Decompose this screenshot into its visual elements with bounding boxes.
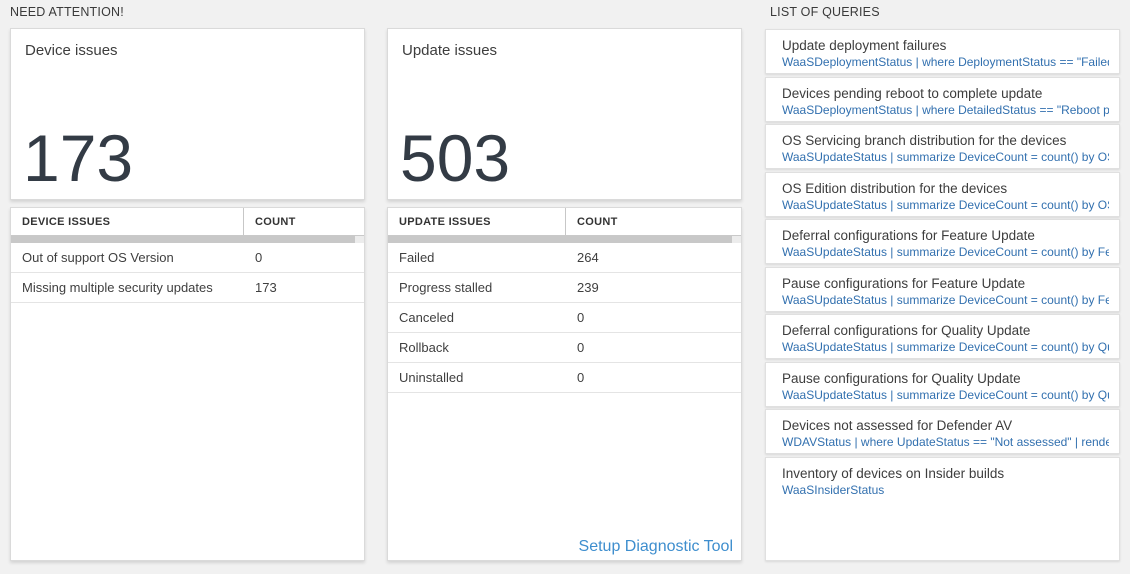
update-issues-title: Update issues (402, 42, 498, 59)
row-label: Rollback (399, 340, 449, 355)
query-code-link[interactable]: WaaSInsiderStatus (782, 482, 885, 497)
query-list: Update deployment failures WaaSDeploymen… (765, 29, 1120, 563)
query-title: OS Servicing branch distribution for the… (782, 133, 1067, 148)
horizontal-scrollbar[interactable] (388, 236, 741, 243)
row-label: Canceled (399, 310, 454, 325)
row-label: Failed (399, 250, 435, 265)
row-label: Progress stalled (399, 280, 493, 295)
horizontal-scrollbar[interactable] (11, 236, 364, 243)
query-code-link[interactable]: WaaSUpdateStatus | summarize DeviceCount… (782, 197, 1109, 212)
device-issues-table-header: DEVICE ISSUES COUNT (11, 208, 364, 236)
query-code-link[interactable]: WaaSUpdateStatus | summarize DeviceCount… (782, 150, 1109, 164)
query-title: Pause configurations for Quality Update (782, 370, 1021, 386)
row-label: Uninstalled (399, 370, 464, 385)
query-card[interactable]: Pause configurations for Quality Update … (765, 361, 1120, 407)
row-label: Missing multiple security updates (22, 280, 213, 295)
query-title: Devices pending reboot to complete updat… (782, 85, 1043, 101)
query-title: Inventory of devices on Insider builds (782, 465, 1005, 481)
query-code-link[interactable]: WaaSUpdateStatus | summarize DeviceCount… (782, 387, 1109, 402)
count-column-header: COUNT (255, 215, 296, 228)
query-code-link[interactable]: WaaSDeploymentStatus | where DetailedSta… (782, 102, 1109, 117)
row-count: 239 (577, 280, 599, 295)
query-card[interactable]: Pause configurations for Feature Update … (765, 266, 1120, 312)
table-row[interactable]: Missing multiple security updates 173 (11, 273, 364, 303)
table-row[interactable]: Canceled 0 (388, 303, 741, 333)
query-code-link[interactable]: WaaSDeploymentStatus | where DeploymentS… (782, 55, 1109, 69)
list-of-queries-heading: LIST OF QUERIES (770, 5, 880, 19)
row-count: 0 (577, 340, 585, 355)
query-card[interactable]: OS Servicing branch distribution for the… (765, 124, 1120, 169)
device-issues-total: 173 (23, 121, 134, 195)
count-column-header: COUNT (577, 215, 618, 228)
device-issues-column-header: DEVICE ISSUES (11, 208, 244, 235)
update-issues-table-header: UPDATE ISSUES COUNT (388, 208, 741, 236)
setup-diagnostic-tool-link[interactable]: Setup Diagnostic Tool (578, 538, 733, 555)
query-card[interactable]: Devices not assessed for Defender AV WDA… (765, 409, 1120, 454)
query-code-link[interactable]: WDAVStatus | where UpdateStatus == "Not … (782, 435, 1109, 449)
device-issues-table-card: DEVICE ISSUES COUNT Out of support OS Ve… (10, 207, 365, 561)
query-title: OS Edition distribution for the devices (782, 180, 1008, 196)
update-issues-total: 503 (400, 121, 511, 195)
device-issues-tile[interactable]: Device issues 173 (10, 28, 365, 200)
table-row[interactable]: Failed 264 (388, 243, 741, 273)
row-count: 264 (577, 250, 599, 265)
table-row[interactable]: Progress stalled 239 (388, 273, 741, 303)
query-card[interactable]: Update deployment failures WaaSDeploymen… (765, 29, 1120, 74)
query-title: Devices not assessed for Defender AV (782, 418, 1013, 433)
need-attention-heading: NEED ATTENTION! (10, 5, 124, 19)
query-code-link[interactable]: WaaSUpdateStatus | summarize DeviceCount… (782, 292, 1109, 307)
query-title: Update deployment failures (782, 38, 947, 53)
update-issues-tile[interactable]: Update issues 503 (387, 28, 742, 200)
query-title: Deferral configurations for Feature Upda… (782, 228, 1035, 243)
query-title: Pause configurations for Feature Update (782, 275, 1026, 291)
update-issues-table-card: UPDATE ISSUES COUNT Failed 264 Progress … (387, 207, 742, 561)
query-card[interactable]: Inventory of devices on Insider builds W… (765, 456, 1120, 561)
row-label: Out of support OS Version (22, 250, 174, 265)
update-issues-column-header: UPDATE ISSUES (388, 208, 566, 235)
query-title: Deferral configurations for Quality Upda… (782, 323, 1031, 338)
row-count: 0 (577, 310, 585, 325)
query-card[interactable]: Devices pending reboot to complete updat… (765, 76, 1120, 122)
scrollbar-thumb[interactable] (388, 236, 733, 243)
table-row[interactable]: Uninstalled 0 (388, 363, 741, 393)
row-count: 173 (255, 280, 277, 295)
table-row[interactable]: Out of support OS Version 0 (11, 243, 364, 273)
row-count: 0 (577, 370, 585, 385)
scrollbar-thumb[interactable] (11, 236, 356, 243)
table-row[interactable]: Rollback 0 (388, 333, 741, 363)
device-issues-title: Device issues (25, 42, 118, 59)
query-card[interactable]: OS Edition distribution for the devices … (765, 171, 1120, 217)
query-card[interactable]: Deferral configurations for Quality Upda… (765, 314, 1120, 359)
query-code-link[interactable]: WaaSUpdateStatus | summarize DeviceCount… (782, 340, 1109, 354)
query-code-link[interactable]: WaaSUpdateStatus | summarize DeviceCount… (782, 245, 1109, 259)
query-card[interactable]: Deferral configurations for Feature Upda… (765, 219, 1120, 264)
row-count: 0 (255, 250, 263, 265)
